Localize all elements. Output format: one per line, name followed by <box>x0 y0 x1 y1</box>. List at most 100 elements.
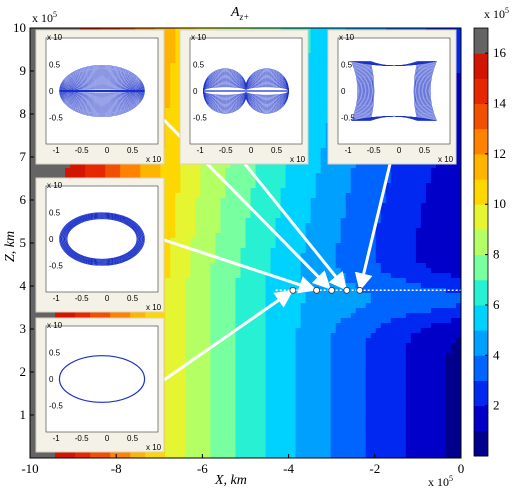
field-cell <box>30 308 36 314</box>
field-cell <box>205 168 212 174</box>
field-cell <box>170 293 176 299</box>
field-cell <box>250 303 257 309</box>
field-cell <box>175 118 181 124</box>
field-cell <box>115 163 121 169</box>
field-cell <box>125 313 131 319</box>
field-cell <box>305 308 312 314</box>
field-cell <box>300 228 307 234</box>
field-cell <box>310 298 317 304</box>
field-cell <box>310 348 317 354</box>
field-cell <box>200 448 207 454</box>
field-cell <box>195 273 201 279</box>
field-cell <box>295 343 302 349</box>
field-cell <box>235 443 242 449</box>
field-cell <box>245 303 252 309</box>
field-cell <box>70 313 76 319</box>
field-cell <box>250 253 257 259</box>
field-cell <box>225 338 232 344</box>
field-cell <box>175 213 181 219</box>
field-cell <box>310 108 317 114</box>
field-cell <box>215 408 222 414</box>
field-cell <box>290 318 297 324</box>
field-cell <box>180 173 186 179</box>
field-cell <box>165 228 171 234</box>
field-cell <box>30 113 36 119</box>
field-cell <box>200 193 207 199</box>
field-cell <box>320 58 327 64</box>
field-cell <box>295 208 302 214</box>
field-cell <box>185 338 191 344</box>
field-cell <box>285 203 292 209</box>
field-cell <box>310 243 317 249</box>
field-cell <box>265 383 272 389</box>
field-cell <box>300 203 307 209</box>
field-cell <box>170 233 176 239</box>
field-cell <box>165 188 171 194</box>
field-cell <box>185 223 191 229</box>
field-cell <box>220 373 227 379</box>
field-cell <box>205 418 212 424</box>
field-cell <box>235 323 242 329</box>
field-cell <box>185 268 191 274</box>
field-cell <box>175 108 181 114</box>
field-cell <box>195 313 201 319</box>
field-cell <box>165 78 171 84</box>
field-cell <box>280 453 287 458</box>
field-cell <box>240 223 247 229</box>
field-cell <box>215 188 222 194</box>
field-cell <box>110 453 116 458</box>
field-cell <box>270 358 277 364</box>
field-cell <box>255 238 262 244</box>
field-cell <box>215 313 222 319</box>
field-cell <box>315 433 322 439</box>
field-cell <box>280 188 287 194</box>
field-cell <box>275 198 282 204</box>
field-cell <box>145 163 151 169</box>
field-cell <box>170 358 176 364</box>
field-cell <box>230 418 237 424</box>
field-cell <box>190 193 196 199</box>
field-cell <box>165 113 171 119</box>
field-cell <box>315 243 322 249</box>
field-cell <box>260 238 267 244</box>
field-cell <box>200 233 207 239</box>
field-cell <box>205 268 212 274</box>
field-cell <box>195 388 201 394</box>
field-cell <box>300 218 307 224</box>
field-cell <box>235 333 242 339</box>
field-cell <box>255 403 262 409</box>
field-cell <box>215 398 222 404</box>
field-cell <box>315 383 322 389</box>
field-cell <box>30 183 36 189</box>
field-cell <box>315 343 322 349</box>
field-cell <box>240 418 247 424</box>
field-cell <box>255 283 262 289</box>
field-cell <box>180 343 186 349</box>
field-cell <box>255 258 262 264</box>
field-cell <box>285 193 292 199</box>
field-cell <box>280 268 287 274</box>
field-cell <box>250 428 257 434</box>
field-cell <box>30 338 36 344</box>
field-cell <box>315 33 322 39</box>
field-cell <box>205 398 212 404</box>
field-cell <box>205 228 212 234</box>
field-cell <box>200 398 207 404</box>
field-cell <box>270 258 277 264</box>
field-cell <box>165 358 171 364</box>
field-cell <box>270 203 277 209</box>
field-cell <box>280 403 287 409</box>
field-cell <box>250 293 257 299</box>
field-cell <box>285 398 292 404</box>
field-cell <box>275 433 282 439</box>
field-cell <box>180 313 186 319</box>
field-cell <box>175 453 181 458</box>
field-cell <box>205 423 212 429</box>
field-cell <box>290 308 297 314</box>
field-cell <box>275 338 282 344</box>
field-cell <box>175 83 181 89</box>
field-cell <box>205 263 212 269</box>
field-cell <box>255 198 262 204</box>
field-cell <box>205 233 212 239</box>
field-cell <box>255 333 262 339</box>
